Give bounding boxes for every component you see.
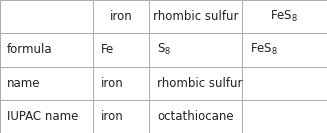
Text: name: name — [7, 77, 40, 90]
Text: iron: iron — [101, 77, 124, 90]
Text: S$_8$: S$_8$ — [157, 42, 171, 57]
Text: iron: iron — [110, 10, 132, 23]
Text: Fe: Fe — [101, 43, 115, 56]
Text: FeS$_8$: FeS$_8$ — [250, 42, 278, 57]
Text: FeS$_8$: FeS$_8$ — [270, 9, 299, 24]
Text: formula: formula — [7, 43, 52, 56]
Text: iron: iron — [101, 110, 124, 123]
Text: rhombic sulfur: rhombic sulfur — [153, 10, 238, 23]
Text: octathiocane: octathiocane — [157, 110, 233, 123]
Text: IUPAC name: IUPAC name — [7, 110, 78, 123]
Text: rhombic sulfur: rhombic sulfur — [157, 77, 242, 90]
